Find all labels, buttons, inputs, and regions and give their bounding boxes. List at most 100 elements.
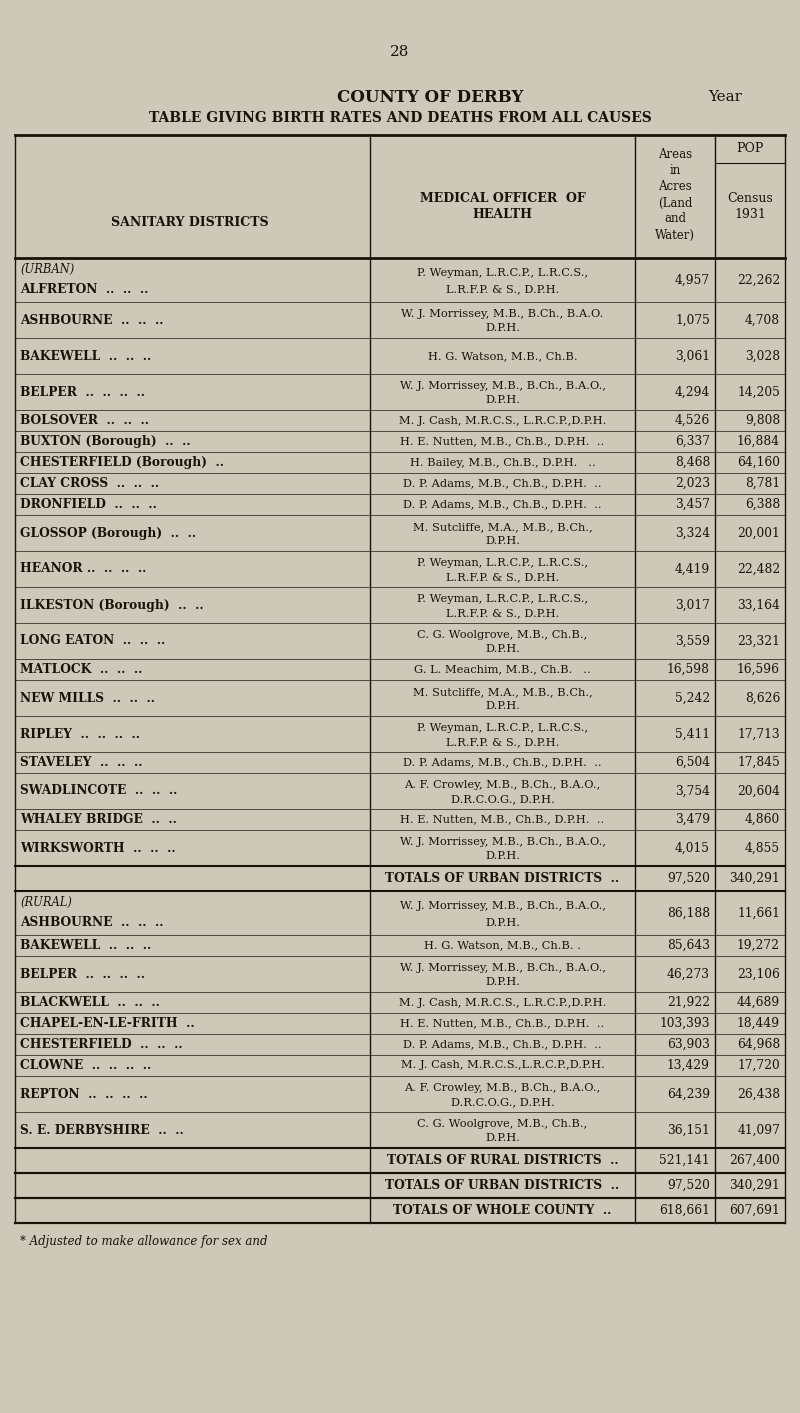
Text: BLACKWELL  ..  ..  ..: BLACKWELL .. .. .. xyxy=(20,996,160,1009)
Text: 17,720: 17,720 xyxy=(738,1058,780,1072)
Text: Acres: Acres xyxy=(658,181,692,194)
Text: 11,661: 11,661 xyxy=(737,907,780,920)
Text: 8,626: 8,626 xyxy=(745,691,780,705)
Text: 1,075: 1,075 xyxy=(675,314,710,326)
Text: H. Bailey, M.B., Ch.B., D.P.H.   ..: H. Bailey, M.B., Ch.B., D.P.H. .. xyxy=(410,458,595,468)
Text: 14,205: 14,205 xyxy=(737,386,780,398)
Text: 86,188: 86,188 xyxy=(667,907,710,920)
Text: 21,922: 21,922 xyxy=(667,996,710,1009)
Text: (RURAL): (RURAL) xyxy=(20,896,72,910)
Text: 63,903: 63,903 xyxy=(667,1039,710,1051)
Text: H. G. Watson, M.B., Ch.B. .: H. G. Watson, M.B., Ch.B. . xyxy=(424,941,581,951)
Text: LONG EATON  ..  ..  ..: LONG EATON .. .. .. xyxy=(20,634,166,647)
Text: Census: Census xyxy=(727,192,773,205)
Text: D. P. Adams, M.B., Ch.B., D.P.H.  ..: D. P. Adams, M.B., Ch.B., D.P.H. .. xyxy=(403,500,602,510)
Text: D. P. Adams, M.B., Ch.B., D.P.H.  ..: D. P. Adams, M.B., Ch.B., D.P.H. .. xyxy=(403,479,602,489)
Text: 6,337: 6,337 xyxy=(675,435,710,448)
Text: CLAY CROSS  ..  ..  ..: CLAY CROSS .. .. .. xyxy=(20,478,159,490)
Text: 13,429: 13,429 xyxy=(667,1058,710,1072)
Text: in: in xyxy=(670,164,681,178)
Text: 22,482: 22,482 xyxy=(737,562,780,575)
Text: D.P.H.: D.P.H. xyxy=(485,324,520,333)
Text: 64,968: 64,968 xyxy=(737,1039,780,1051)
Text: 3,061: 3,061 xyxy=(675,349,710,363)
Text: 18,449: 18,449 xyxy=(737,1017,780,1030)
Text: SANITARY DISTRICTS: SANITARY DISTRICTS xyxy=(111,216,269,229)
Text: (URBAN): (URBAN) xyxy=(20,263,74,277)
Text: M. J. Cash, M.R.C.S., L.R.C.P.,D.P.H.: M. J. Cash, M.R.C.S., L.R.C.P.,D.P.H. xyxy=(399,415,606,425)
Text: 22,262: 22,262 xyxy=(737,274,780,287)
Text: W. J. Morrissey, M.B., B.Ch., B.A.O.,: W. J. Morrissey, M.B., B.Ch., B.A.O., xyxy=(399,382,606,391)
Text: C. G. Woolgrove, M.B., Ch.B.,: C. G. Woolgrove, M.B., Ch.B., xyxy=(418,1119,588,1129)
Text: C. G. Woolgrove, M.B., Ch.B.,: C. G. Woolgrove, M.B., Ch.B., xyxy=(418,630,588,640)
Text: 3,324: 3,324 xyxy=(675,527,710,540)
Text: D.P.H.: D.P.H. xyxy=(485,1133,520,1143)
Text: * Adjusted to make allowance for sex and: * Adjusted to make allowance for sex and xyxy=(20,1235,267,1248)
Text: BOLSOVER  ..  ..  ..: BOLSOVER .. .. .. xyxy=(20,414,149,427)
Text: HEALTH: HEALTH xyxy=(473,208,533,220)
Text: G. L. Meachim, M.B., Ch.B.   ..: G. L. Meachim, M.B., Ch.B. .. xyxy=(414,664,591,674)
Text: BELPER  ..  ..  ..  ..: BELPER .. .. .. .. xyxy=(20,968,145,981)
Text: NEW MILLS  ..  ..  ..: NEW MILLS .. .. .. xyxy=(20,691,155,705)
Text: 20,604: 20,604 xyxy=(737,784,780,797)
Text: TOTALS OF URBAN DISTRICTS  ..: TOTALS OF URBAN DISTRICTS .. xyxy=(386,1178,619,1193)
Text: 3,028: 3,028 xyxy=(745,349,780,363)
Text: P. Weyman, L.R.C.P., L.R.C.S.,: P. Weyman, L.R.C.P., L.R.C.S., xyxy=(417,558,588,568)
Text: L.R.F.P. & S., D.P.H.: L.R.F.P. & S., D.P.H. xyxy=(446,284,559,295)
Text: 6,504: 6,504 xyxy=(675,756,710,769)
Text: ALFRETON  ..  ..  ..: ALFRETON .. .. .. xyxy=(20,283,148,297)
Text: 4,419: 4,419 xyxy=(674,562,710,575)
Text: 8,781: 8,781 xyxy=(745,478,780,490)
Text: ILKESTON (Borough)  ..  ..: ILKESTON (Borough) .. .. xyxy=(20,599,204,612)
Text: 8,468: 8,468 xyxy=(674,456,710,469)
Text: ASHBOURNE  ..  ..  ..: ASHBOURNE .. .. .. xyxy=(20,916,163,930)
Text: 23,321: 23,321 xyxy=(737,634,780,647)
Text: 103,393: 103,393 xyxy=(659,1017,710,1030)
Text: 44,689: 44,689 xyxy=(737,996,780,1009)
Text: 85,643: 85,643 xyxy=(667,940,710,952)
Text: 23,106: 23,106 xyxy=(737,968,780,981)
Text: 26,438: 26,438 xyxy=(737,1088,780,1101)
Text: D.P.H.: D.P.H. xyxy=(485,917,520,928)
Text: COUNTY OF DERBY: COUNTY OF DERBY xyxy=(337,89,523,106)
Text: MATLOCK  ..  ..  ..: MATLOCK .. .. .. xyxy=(20,663,142,675)
Text: D. P. Adams, M.B., Ch.B., D.P.H.  ..: D. P. Adams, M.B., Ch.B., D.P.H. .. xyxy=(403,757,602,767)
Text: WHALEY BRIDGE  ..  ..: WHALEY BRIDGE .. .. xyxy=(20,812,177,827)
Text: CHESTERFIELD  ..  ..  ..: CHESTERFIELD .. .. .. xyxy=(20,1039,182,1051)
Text: D.P.H.: D.P.H. xyxy=(485,536,520,545)
Text: WIRKSWORTH  ..  ..  ..: WIRKSWORTH .. .. .. xyxy=(20,842,176,855)
Text: 4,860: 4,860 xyxy=(745,812,780,827)
Text: L.R.F.P. & S., D.P.H.: L.R.F.P. & S., D.P.H. xyxy=(446,572,559,582)
Text: 3,754: 3,754 xyxy=(675,784,710,797)
Text: A. F. Crowley, M.B., B.Ch., B.A.O.,: A. F. Crowley, M.B., B.Ch., B.A.O., xyxy=(404,1082,601,1092)
Text: W. J. Morrissey, M.B., B.Ch., B.A.O.: W. J. Morrissey, M.B., B.Ch., B.A.O. xyxy=(402,309,604,319)
Text: (Land: (Land xyxy=(658,196,692,209)
Text: W. J. Morrissey, M.B., B.Ch., B.A.O.,: W. J. Morrissey, M.B., B.Ch., B.A.O., xyxy=(399,836,606,846)
Text: BAKEWELL  ..  ..  ..: BAKEWELL .. .. .. xyxy=(20,940,151,952)
Text: STAVELEY  ..  ..  ..: STAVELEY .. .. .. xyxy=(20,756,142,769)
Text: 16,884: 16,884 xyxy=(737,435,780,448)
Text: 28: 28 xyxy=(390,45,410,59)
Text: SWADLINCOTE  ..  ..  ..: SWADLINCOTE .. .. .. xyxy=(20,784,178,797)
Text: 5,411: 5,411 xyxy=(675,728,710,740)
Text: Water): Water) xyxy=(655,229,695,242)
Text: 4,855: 4,855 xyxy=(745,842,780,855)
Text: D.P.H.: D.P.H. xyxy=(485,701,520,711)
Text: DRONFIELD  ..  ..  ..: DRONFIELD .. .. .. xyxy=(20,497,157,512)
Text: M. Sutcliffe, M.A., M.B., B.Ch.,: M. Sutcliffe, M.A., M.B., B.Ch., xyxy=(413,521,592,531)
Text: 4,294: 4,294 xyxy=(674,386,710,398)
Text: POP: POP xyxy=(736,141,764,154)
Text: D.R.C.O.G., D.P.H.: D.R.C.O.G., D.P.H. xyxy=(450,1096,554,1106)
Text: D.P.H.: D.P.H. xyxy=(485,851,520,861)
Text: 6,388: 6,388 xyxy=(745,497,780,512)
Text: 618,661: 618,661 xyxy=(659,1204,710,1217)
Text: P. Weyman, L.R.C.P., L.R.C.S.,: P. Weyman, L.R.C.P., L.R.C.S., xyxy=(417,267,588,277)
Text: P. Weyman, L.R.C.P., L.R.C.S.,: P. Weyman, L.R.C.P., L.R.C.S., xyxy=(417,593,588,603)
Text: RIPLEY  ..  ..  ..  ..: RIPLEY .. .. .. .. xyxy=(20,728,140,740)
Text: and: and xyxy=(664,212,686,226)
Text: CHAPEL-EN-LE-FRITH  ..: CHAPEL-EN-LE-FRITH .. xyxy=(20,1017,194,1030)
Text: CHESTERFIELD (Borough)  ..: CHESTERFIELD (Borough) .. xyxy=(20,456,224,469)
Text: 4,957: 4,957 xyxy=(675,274,710,287)
Text: 4,708: 4,708 xyxy=(745,314,780,326)
Text: BELPER  ..  ..  ..  ..: BELPER .. .. .. .. xyxy=(20,386,145,398)
